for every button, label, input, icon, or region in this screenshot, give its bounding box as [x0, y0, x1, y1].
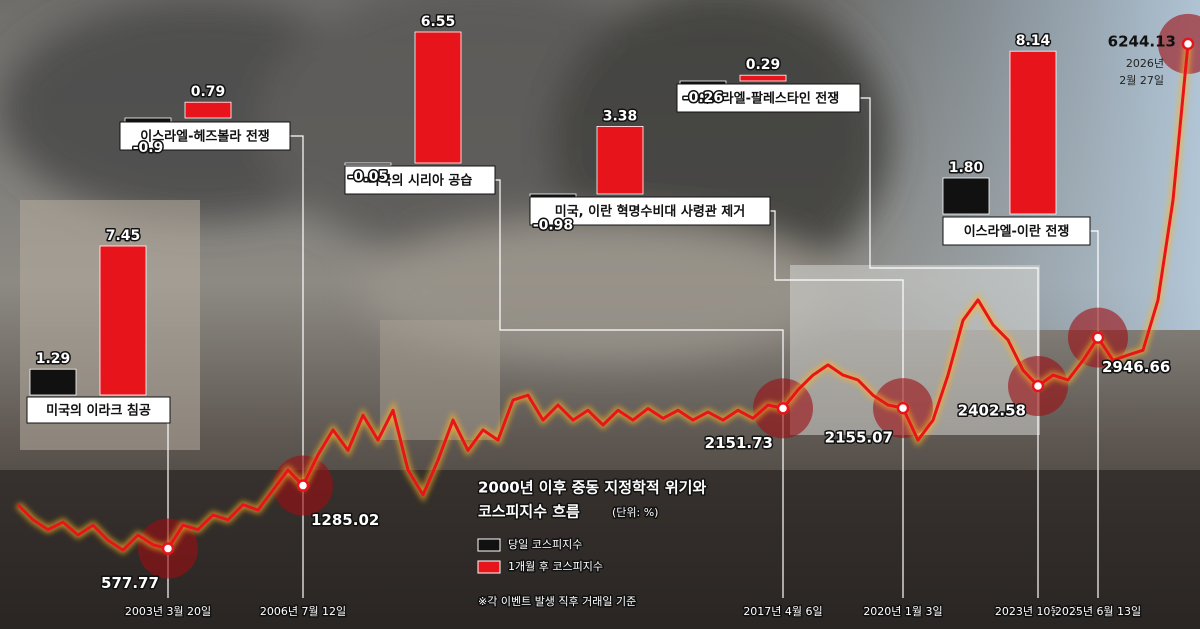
- event-bar: [596, 126, 644, 195]
- line-layer: [15, 13, 1200, 579]
- title-line: 코스피지수 흐름: [478, 503, 580, 521]
- event-point: [776, 402, 790, 415]
- legend-label: 1개월 후 코스피지수: [508, 560, 603, 573]
- event-box: [676, 83, 861, 113]
- bar-value-label: -0.26: [683, 90, 723, 106]
- legend-label: 당일 코스피지수: [508, 537, 582, 551]
- event-point: [896, 401, 910, 415]
- date-label: 2023년 10월 7일: [995, 604, 1081, 618]
- line: [16, 43, 1190, 552]
- date-label: 2025년 6월 13일: [1055, 604, 1141, 618]
- event-bar: [739, 74, 787, 82]
- point-value-label: 577.77: [101, 574, 159, 592]
- bar-value-label: 1.29: [36, 351, 71, 367]
- bar-value-label: 6.55: [421, 14, 456, 30]
- event-box: [344, 165, 496, 195]
- bar-value-label: -0.98: [533, 218, 573, 234]
- date-label: 2026년 2월 27일: [1119, 57, 1164, 87]
- legend-swatch: [477, 560, 501, 574]
- title-line: 2000년 이후 중동 지정학적 위기와: [478, 479, 706, 497]
- point-value-label: 2155.07: [825, 429, 893, 447]
- event-point: [296, 479, 310, 492]
- note: ※각 이벤트 발생 직후 거래일 기준: [478, 594, 636, 608]
- event-point: [1181, 37, 1195, 51]
- event-point: [161, 542, 175, 555]
- date-label: 2003년 3월 20일: [125, 604, 211, 618]
- leader-line: [290, 135, 304, 598]
- date-label: 2006년 7월 12일: [260, 604, 346, 618]
- event-point: [1031, 379, 1045, 393]
- bar-value-label: 1.80: [949, 160, 984, 176]
- event-label: 이스라엘-팔레스타인 전쟁: [698, 91, 839, 107]
- bar-value-label: 0.29: [746, 57, 781, 73]
- date-label: 2017년 4월 6일: [743, 604, 822, 618]
- event-bar: [1009, 50, 1057, 215]
- legend-swatch: [477, 538, 501, 552]
- bar-value-label: 7.45: [106, 228, 141, 244]
- event-label: 미국, 이란 혁명수비대 사령관 제거: [555, 204, 745, 220]
- event-bar: [414, 31, 462, 164]
- event-bar: [942, 177, 990, 215]
- bar-value-label: 8.14: [1016, 33, 1051, 49]
- event-label: 이스라엘-이란 전쟁: [964, 224, 1070, 240]
- bar-value-label: -0.9: [133, 140, 164, 156]
- point-value-label: 1285.02: [311, 511, 379, 529]
- bar-value-label: 0.79: [191, 84, 226, 100]
- event-label: 미국의 시리아 공습: [368, 173, 473, 189]
- date-line: 2026년: [1126, 57, 1164, 70]
- event-box: [26, 396, 171, 424]
- event-label: 이스라엘-헤즈볼라 전쟁: [140, 129, 270, 145]
- point-value-label: 2946.66: [1102, 358, 1170, 376]
- bar-value-label: 3.38: [603, 108, 638, 124]
- event-box: [529, 196, 771, 226]
- event-box: [119, 121, 291, 151]
- unit: (단위: %): [612, 506, 658, 519]
- event-bar: [184, 101, 232, 119]
- event-bar: [344, 162, 392, 166]
- date-label: 2020년 1월 3일: [863, 604, 942, 618]
- leader-line: [1090, 230, 1099, 598]
- event-point: [1091, 331, 1105, 344]
- labels: 2000년 이후 중동 지정학적 위기와 코스피지수 흐름 (단위: %) ※각…: [26, 13, 1176, 620]
- event-label: 미국의 이라크 침공: [46, 403, 151, 419]
- event-bar: [29, 368, 77, 396]
- bar-value-label: -0.05: [348, 169, 388, 185]
- point-value-label: 6244.13: [1108, 33, 1176, 51]
- event-box: [942, 216, 1091, 246]
- point-value-label: 2402.58: [958, 402, 1026, 420]
- point-value-label: 2151.73: [705, 434, 773, 452]
- event-bar: [99, 245, 147, 396]
- date-line: 2월 27일: [1119, 73, 1164, 87]
